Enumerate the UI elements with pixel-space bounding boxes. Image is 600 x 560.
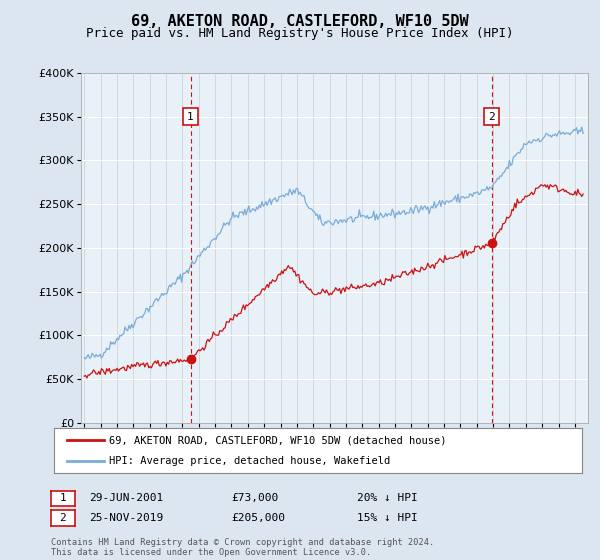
Text: 1: 1 [59,493,67,503]
Text: 25-NOV-2019: 25-NOV-2019 [89,513,163,523]
Text: 69, AKETON ROAD, CASTLEFORD, WF10 5DW (detached house): 69, AKETON ROAD, CASTLEFORD, WF10 5DW (d… [109,436,447,446]
Text: HPI: Average price, detached house, Wakefield: HPI: Average price, detached house, Wake… [109,456,391,466]
Text: 69, AKETON ROAD, CASTLEFORD, WF10 5DW: 69, AKETON ROAD, CASTLEFORD, WF10 5DW [131,14,469,29]
Text: 2: 2 [488,111,495,122]
Text: 1: 1 [187,111,194,122]
Text: £73,000: £73,000 [231,493,278,503]
Text: 20% ↓ HPI: 20% ↓ HPI [357,493,418,503]
Text: Price paid vs. HM Land Registry's House Price Index (HPI): Price paid vs. HM Land Registry's House … [86,27,514,40]
Text: 29-JUN-2001: 29-JUN-2001 [89,493,163,503]
Text: £205,000: £205,000 [231,513,285,523]
Text: 15% ↓ HPI: 15% ↓ HPI [357,513,418,523]
Text: 2: 2 [59,513,67,523]
Text: Contains HM Land Registry data © Crown copyright and database right 2024.
This d: Contains HM Land Registry data © Crown c… [51,538,434,557]
